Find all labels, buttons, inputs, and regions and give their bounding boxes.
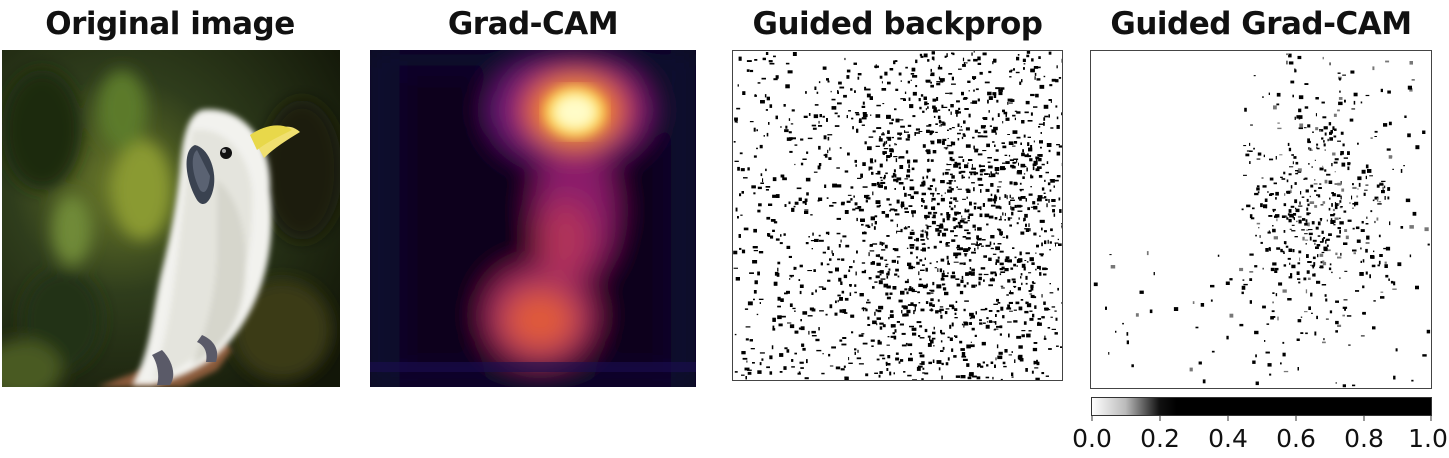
panel-title-gradcam: Grad-CAM: [370, 4, 696, 44]
original-image: [2, 50, 340, 387]
guided-gradcam-texture: [1091, 51, 1431, 388]
panel-title-original: Original image: [0, 4, 340, 44]
colorbar-tick-3: 0.6: [1276, 424, 1316, 454]
panel-title-guided-gradcam: Guided Grad-CAM: [1090, 4, 1432, 44]
colorbar: [1091, 397, 1433, 423]
guided-gradcam-map: [1090, 50, 1432, 389]
colorbar-tick-1: 0.2: [1140, 424, 1180, 454]
colorbar-tick-2: 0.4: [1208, 424, 1248, 454]
guided-backprop-texture: [733, 51, 1062, 380]
gradcam-heatmap: [370, 50, 696, 387]
colorbar-tick-4: 0.8: [1344, 424, 1384, 454]
guided-backprop-map: [732, 50, 1063, 381]
colorbar-tick-5: 1.0: [1408, 424, 1448, 454]
colorbar-tick-0: 0.0: [1072, 424, 1112, 454]
panel-title-guided-backprop: Guided backprop: [732, 4, 1063, 44]
